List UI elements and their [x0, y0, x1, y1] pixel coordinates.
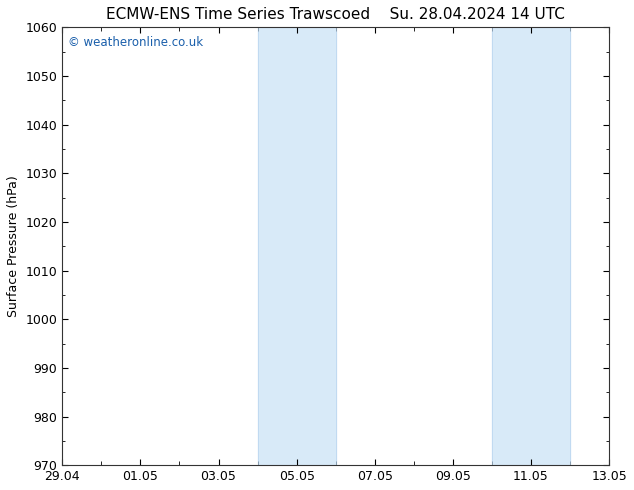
Text: © weatheronline.co.uk: © weatheronline.co.uk	[68, 36, 203, 49]
Title: ECMW-ENS Time Series Trawscoed    Su. 28.04.2024 14 UTC: ECMW-ENS Time Series Trawscoed Su. 28.04…	[107, 7, 565, 22]
Bar	[257, 27, 336, 465]
Bar	[492, 27, 570, 465]
Y-axis label: Surface Pressure (hPa): Surface Pressure (hPa)	[7, 175, 20, 317]
